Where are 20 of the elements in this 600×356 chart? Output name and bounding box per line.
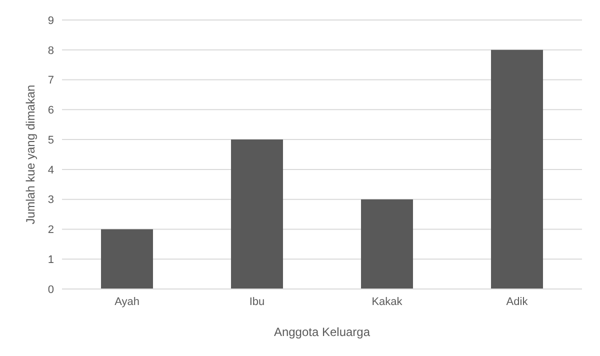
y-tick-label: 2 [48,224,54,236]
bar [491,50,543,289]
x-tick-label: Kakak [372,296,403,308]
x-axis-title: Anggota Keluarga [274,325,370,339]
y-tick-label: 1 [48,254,54,266]
x-tick-label: Adik [506,296,528,308]
y-axis-title: Jumlah kue yang dimakan [23,84,38,224]
x-tick-label: Ayah [114,296,140,308]
bar [231,140,283,289]
y-tick-label: 5 [48,134,54,146]
y-tick-label: 9 [48,14,54,27]
y-tick-label: 8 [48,44,54,57]
y-tick-label: 4 [48,164,54,176]
bar [101,229,153,289]
bar [361,199,413,289]
x-tick-label: Ibu [249,296,265,308]
y-tick-label: 0 [48,284,54,296]
y-tick-label: 7 [48,74,54,87]
y-tick-label: 6 [48,104,54,117]
y-tick-label: 3 [48,194,54,206]
